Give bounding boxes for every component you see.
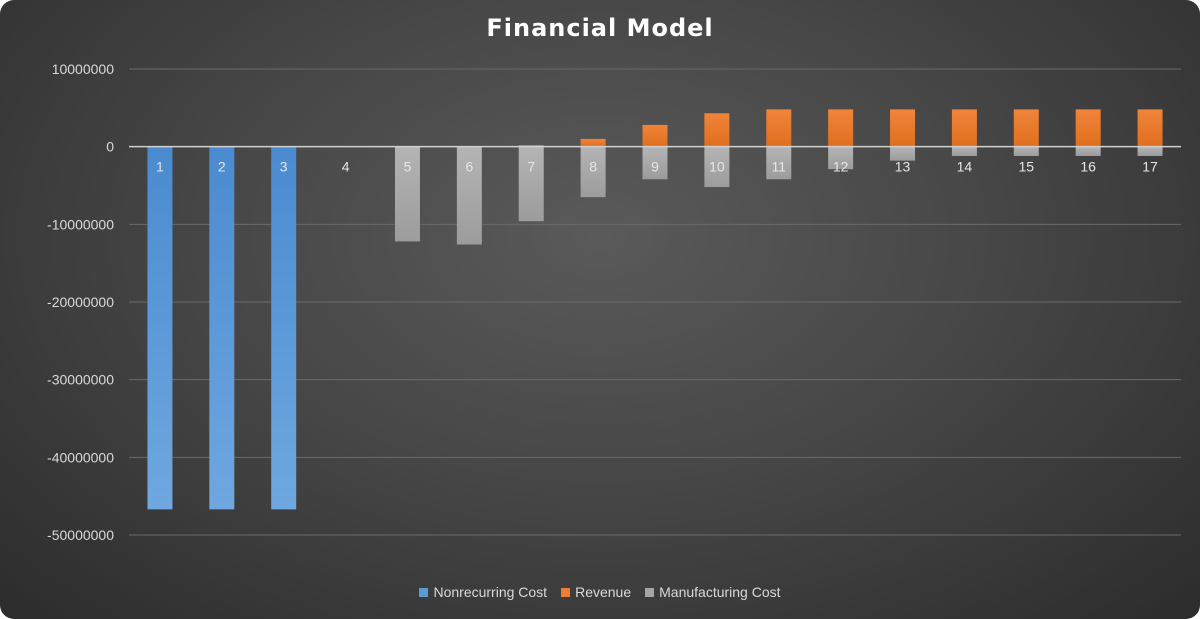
x-tick-label: 15 (1019, 159, 1035, 175)
x-tick-label: 17 (1142, 159, 1158, 175)
legend-swatch-manufacturing-cost (645, 587, 655, 597)
bar-manufacturing-cost (518, 146, 544, 222)
x-tick-label: 10 (709, 159, 725, 175)
bar-revenue (1013, 109, 1039, 147)
chart-title: Financial Model (486, 14, 714, 42)
legend-item-revenue: Revenue (561, 584, 631, 600)
bar-revenue (1075, 109, 1101, 147)
bar-manufacturing-cost (890, 146, 916, 161)
y-tick-label: -20000000 (47, 294, 114, 310)
x-tick-label: 13 (895, 159, 911, 175)
x-tick-label: 7 (527, 159, 535, 175)
bar-revenue (1137, 109, 1163, 147)
bar-manufacturing-cost (1013, 146, 1039, 156)
legend-label-manufacturing-cost: Manufacturing Cost (659, 584, 781, 600)
x-tick-label: 8 (589, 159, 597, 175)
bar-nonrecurring-cost (271, 146, 297, 510)
chart-legend: Nonrecurring Cost Revenue Manufacturing … (0, 584, 1200, 600)
bar-manufacturing-cost (394, 146, 420, 242)
x-tick-label: 2 (218, 159, 226, 175)
legend-item-nonrecurring-cost: Nonrecurring Cost (419, 584, 547, 600)
bar-revenue (951, 109, 977, 147)
bar-revenue (518, 145, 544, 147)
bar-manufacturing-cost (456, 146, 482, 245)
bar-manufacturing-cost (951, 146, 977, 156)
x-tick-label: 14 (957, 159, 973, 175)
y-tick-label: 10000000 (52, 61, 115, 77)
bar-manufacturing-cost (1137, 146, 1163, 156)
x-tick-label: 9 (651, 159, 659, 175)
bar-revenue (642, 124, 668, 147)
y-tick-label: -40000000 (47, 449, 114, 465)
bar-nonrecurring-cost (209, 146, 235, 510)
bar-manufacturing-cost (766, 146, 792, 180)
bar-manufacturing-cost (828, 146, 854, 170)
bar-revenue (890, 109, 916, 147)
x-tick-label: 3 (280, 159, 288, 175)
y-tick-label: -30000000 (47, 372, 114, 388)
x-tick-label: 16 (1080, 159, 1096, 175)
bar-revenue (828, 109, 854, 147)
x-tick-label: 4 (342, 159, 350, 175)
y-tick-label: 0 (106, 139, 114, 155)
bar-nonrecurring-cost (147, 146, 173, 510)
y-tick-label: -50000000 (47, 527, 114, 543)
bar-revenue (704, 113, 730, 147)
bar-manufacturing-cost (642, 146, 668, 180)
bar-manufacturing-cost (580, 146, 606, 198)
x-tick-label: 5 (404, 159, 412, 175)
legend-swatch-nonrecurring-cost (419, 587, 429, 597)
x-tick-label: 6 (465, 159, 473, 175)
bar-revenue (766, 109, 792, 147)
y-tick-label: -10000000 (47, 216, 114, 232)
x-tick-label: 12 (833, 159, 849, 175)
legend-label-nonrecurring-cost: Nonrecurring Cost (433, 584, 548, 600)
x-tick-label: 11 (771, 159, 786, 175)
bar-manufacturing-cost (1075, 146, 1101, 156)
bar-revenue (580, 138, 606, 147)
legend-label-revenue: Revenue (575, 584, 632, 600)
legend-item-manufacturing-cost: Manufacturing Cost (645, 584, 781, 600)
bar-manufacturing-cost (704, 146, 730, 188)
x-tick-label: 1 (156, 159, 164, 175)
legend-swatch-revenue (561, 587, 571, 597)
